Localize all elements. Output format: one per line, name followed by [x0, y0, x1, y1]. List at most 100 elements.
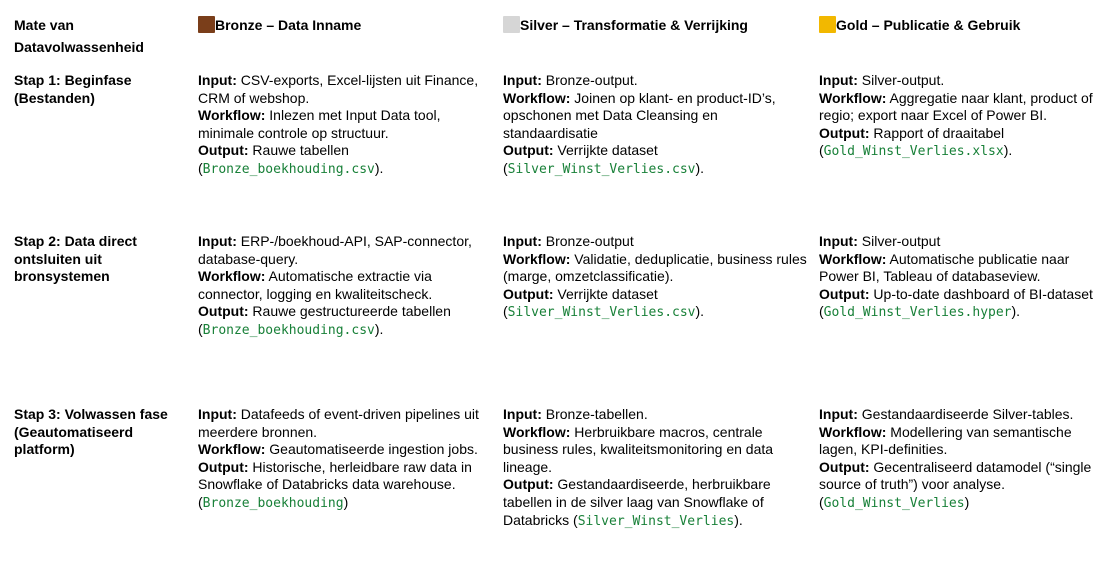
header-silver: Silver – Transformatie & Verrijking	[503, 14, 819, 72]
field-label: Input:	[198, 72, 237, 88]
field-text: Validatie, deduplicatie, business rules …	[503, 250, 807, 285]
workflow-line: Workflow: Automatische extractie via con…	[198, 268, 495, 303]
file-name: Bronze_boekhouding.csv	[202, 161, 375, 177]
output-line: Output: Gecentraliseerd datamodel (“sing…	[819, 459, 1101, 513]
field-label: Workflow:	[198, 441, 266, 458]
gold-cell: Input: Gestandaardiseerde Silver-tables.…	[819, 406, 1109, 556]
field-text: Historische, herleidbare raw data in Sno…	[198, 458, 472, 510]
workflow-line: Workflow: Inlezen met Input Data tool, m…	[198, 107, 495, 142]
file-name: Silver_Winst_Verlies	[577, 513, 735, 529]
output-line: Output: Rauwe gestructureerde tabellen (…	[198, 303, 495, 339]
field-label: Output:	[819, 458, 870, 475]
field-label: Workflow:	[819, 89, 887, 106]
table-row: Stap 3: Volwassen fase (Geautomatiseerd …	[14, 406, 1109, 556]
field-text-end: ).	[695, 303, 705, 320]
field-text: Geautomatiseerde ingestion jobs.	[265, 441, 478, 458]
field-label: Output:	[503, 285, 554, 302]
white-square-icon	[503, 16, 520, 33]
field-label: Workflow:	[198, 107, 266, 124]
field-label: Output:	[819, 285, 870, 302]
field-text: ERP-/boekhoud-API, SAP-connector, databa…	[198, 233, 472, 267]
input-line: Input: Bronze-output	[503, 233, 811, 251]
field-text-end: ).	[734, 511, 743, 528]
yellow-square-icon	[819, 16, 836, 33]
field-label: Input:	[819, 406, 858, 422]
input-line: Input: Silver-output	[819, 233, 1101, 251]
workflow-line: Workflow: Automatische publicatie naar P…	[819, 251, 1101, 286]
output-line: Output: Rauwe tabellen (Bronze_boekhoudi…	[198, 142, 495, 178]
input-line: Input: ERP-/boekhoud-API, SAP-connector,…	[198, 233, 495, 268]
field-label: Output:	[198, 142, 249, 159]
field-text: Rauwe gestructureerde tabellen (	[198, 303, 451, 337]
gold-cell: Input: Silver-output Workflow: Automatisc…	[819, 233, 1109, 406]
field-text-end: )	[964, 493, 970, 510]
workflow-line: Workflow: Validatie, deduplicatie, busin…	[503, 251, 811, 286]
file-name: Bronze_boekhouding.csv	[202, 322, 375, 338]
output-line: Output: Gestandaardiseerde, herbruikbare…	[503, 476, 811, 530]
input-line: Input: Silver-output.	[819, 72, 1101, 90]
bronze-cell: Input: ERP-/boekhoud-API, SAP-connector,…	[198, 233, 503, 406]
table-header-row: Mate van Datavolwassenheid Bronze – Data…	[14, 14, 1109, 72]
input-line: Input: Bronze-tabellen.	[503, 406, 811, 424]
file-name: Gold_Winst_Verlies.hyper	[823, 305, 1012, 321]
header-label: Gold – Publicatie & Gebruik	[836, 17, 1021, 33]
field-text: Verrijkte dataset (	[503, 285, 658, 320]
field-text-end: ).	[1011, 303, 1021, 320]
field-label: Output:	[198, 458, 249, 475]
field-label: Workflow:	[819, 423, 887, 440]
field-text: Silver-output	[857, 233, 941, 249]
header-label: Silver – Transformatie & Verrijking	[520, 17, 748, 33]
table-row: Stap 1: Beginfase (Bestanden) Input: CSV-…	[14, 72, 1109, 233]
bronze-cell: Input: CSV-exports, Excel-lijsten uit Fi…	[198, 72, 503, 233]
field-text: Joinen op klant- en product-ID’s, opscho…	[503, 89, 776, 141]
field-text: Rapport of draaitabel (	[819, 124, 1005, 159]
field-text: Bronze-output	[541, 233, 634, 249]
workflow-line: Workflow: Joinen op klant- en product-ID…	[503, 90, 811, 143]
field-text-end: ).	[374, 159, 384, 176]
field-label: Input:	[819, 233, 858, 249]
workflow-line: Workflow: Herbruikbare macros, centrale …	[503, 424, 811, 477]
file-name: Bronze_boekhouding	[202, 495, 344, 511]
field-label: Workflow:	[503, 250, 571, 267]
output-line: Output: Up-to-date dashboard of BI-datas…	[819, 286, 1101, 322]
workflow-line: Workflow: Aggregatie naar klant, product…	[819, 90, 1101, 125]
gold-cell: Input: Silver-output. Workflow: Aggregati…	[819, 72, 1109, 233]
field-text: CSV-exports, Excel-lijsten uit Finance, …	[198, 72, 479, 106]
table-row: Stap 2: Data direct ontsluiten uit brons…	[14, 233, 1109, 406]
field-text: Bronze-tabellen.	[541, 406, 648, 422]
field-label: Input:	[819, 72, 858, 88]
field-text: Datafeeds of event-driven pipelines uit …	[198, 406, 479, 440]
field-text: Inlezen met Input Data tool, minimale co…	[198, 107, 441, 141]
field-text-end: ).	[1003, 142, 1013, 159]
header-gold: Gold – Publicatie & Gebruik	[819, 14, 1109, 72]
field-label: Output:	[503, 476, 554, 493]
field-label: Input:	[198, 233, 237, 249]
field-label: Input:	[503, 406, 542, 422]
workflow-line: Workflow: Geautomatiseerde ingestion job…	[198, 441, 495, 459]
field-label: Output:	[819, 124, 870, 141]
silver-cell: Input: Bronze-output Workflow: Validatie,…	[503, 233, 819, 406]
field-text: Verrijkte dataset (	[503, 142, 658, 176]
output-line: Output: Verrijkte dataset (Silver_Winst_…	[503, 286, 811, 322]
field-text: Modellering van semantische lagen, KPI-d…	[819, 423, 1072, 458]
field-label: Input:	[503, 72, 542, 88]
header-bronze: Bronze – Data Inname	[198, 14, 503, 72]
input-line: Input: Gestandaardiseerde Silver-tables.	[819, 406, 1101, 424]
field-text: Gestandaardiseerde Silver-tables.	[857, 406, 1074, 422]
silver-cell: Input: Bronze-tabellen. Workflow: Herbrui…	[503, 406, 819, 556]
output-line: Output: Rapport of draaitabel (Gold_Wins…	[819, 125, 1101, 161]
field-label: Workflow:	[198, 268, 266, 285]
file-name: Gold_Winst_Verlies	[823, 495, 965, 511]
field-text: Up-to-date dashboard of BI-dataset (	[819, 285, 1093, 320]
stage-label: Stap 3: Volwassen fase (Geautomatiseerd …	[14, 406, 168, 458]
field-text-end: ).	[374, 320, 384, 337]
field-text: Herbruikbare macros, centrale business r…	[503, 423, 774, 475]
field-text: Gestandaardiseerde, herbruikbare tabelle…	[503, 476, 771, 528]
stage-label: Stap 2: Data direct ontsluiten uit brons…	[14, 233, 137, 285]
field-label: Workflow:	[503, 423, 571, 440]
output-line: Output: Historische, herleidbare raw dat…	[198, 459, 495, 513]
input-line: Input: Datafeeds of event-driven pipelin…	[198, 406, 495, 441]
field-text-end: )	[343, 493, 349, 510]
field-text: Bronze-output.	[541, 72, 638, 88]
field-label: Workflow:	[819, 250, 887, 267]
